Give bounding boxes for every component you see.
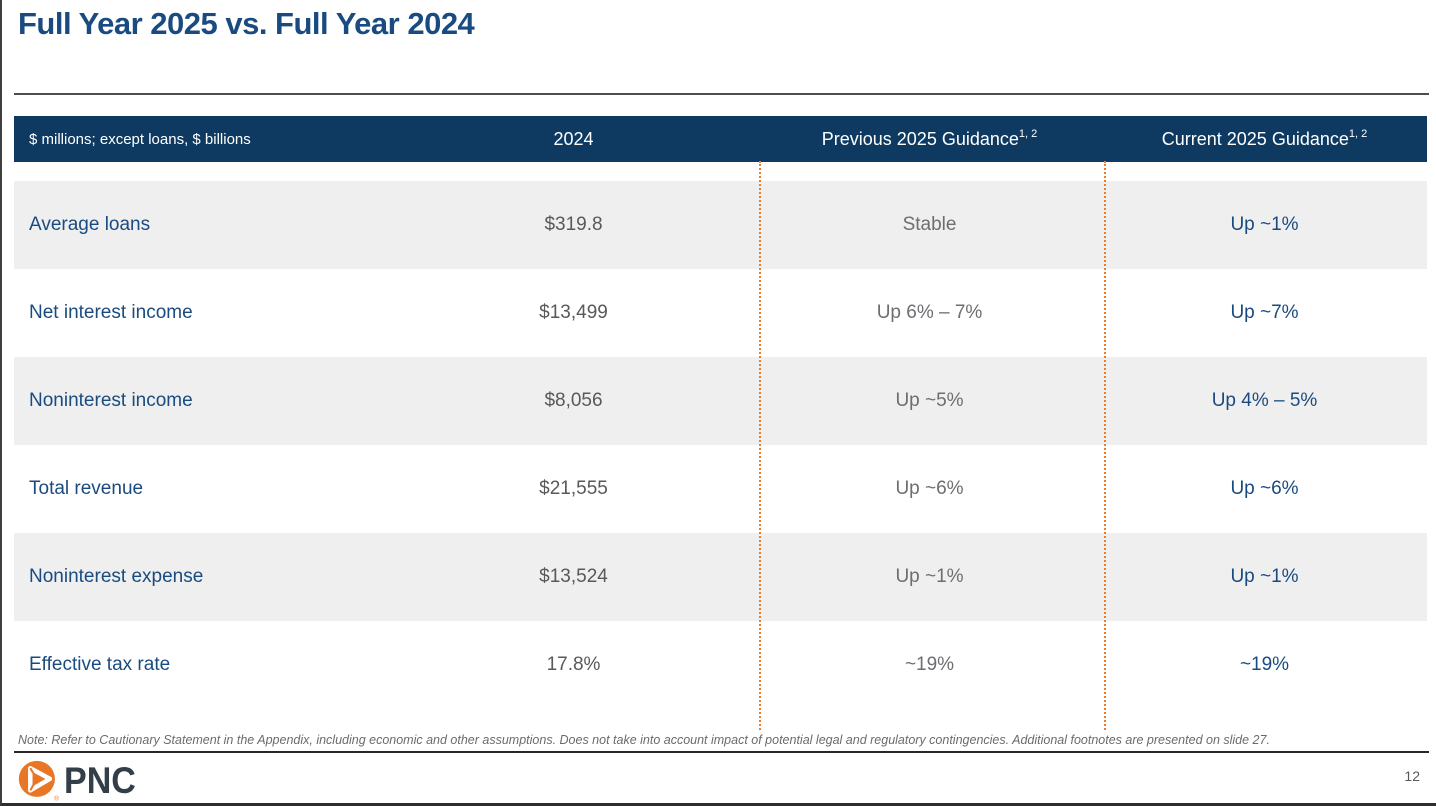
cell-2024: 17.8% <box>546 654 601 675</box>
cell-previous-guidance: Up ~5% <box>895 390 964 411</box>
table-row: Effective tax rate 17.8% ~19% ~19% <box>14 621 1427 709</box>
current-guidance-column-separator <box>1104 161 1106 730</box>
footnote: Note: Refer to Cautionary Statement in t… <box>18 733 1270 747</box>
column-header-current-guidance: Current 2025 Guidance1, 2 <box>1102 127 1427 150</box>
pnc-wordmark: PNC <box>64 760 136 801</box>
row-label: Average loans <box>29 214 151 235</box>
cell-current-guidance: Up 4% – 5% <box>1211 390 1318 411</box>
footnote-superscript: 1, 2 <box>1348 127 1368 140</box>
cell-2024: $21,555 <box>539 478 608 499</box>
cell-previous-guidance: Up ~1% <box>895 566 964 587</box>
cell-previous-guidance: ~19% <box>904 654 955 675</box>
cell-current-guidance: Up ~1% <box>1230 566 1299 587</box>
registered-mark: ® <box>54 795 59 801</box>
pnc-logo: ® PNC <box>18 760 142 801</box>
row-label: Net interest income <box>29 302 193 323</box>
row-label: Total revenue <box>29 478 144 499</box>
column-header-previous-guidance: Previous 2025 Guidance1, 2 <box>757 127 1102 150</box>
page-title: Full Year 2025 vs. Full Year 2024 <box>18 6 475 41</box>
cell-current-guidance: ~19% <box>1239 654 1290 675</box>
cell-2024: $13,499 <box>539 302 608 323</box>
table-row: Average loans $319.8 Stable Up ~1% <box>14 181 1427 269</box>
cell-previous-guidance: Up 6% – 7% <box>876 302 983 323</box>
footnote-superscript: 1, 2 <box>1018 127 1038 140</box>
title-divider <box>14 93 1429 95</box>
previous-guidance-column-separator <box>759 161 761 730</box>
cell-previous-guidance: Up ~6% <box>895 478 964 499</box>
table-row: Net interest income $13,499 Up 6% – 7% U… <box>14 269 1427 357</box>
pnc-logo-icon: ® <box>18 760 59 801</box>
table-header-row: $ millions; except loans, $ billions 202… <box>14 116 1427 162</box>
cell-current-guidance: Up ~6% <box>1230 478 1299 499</box>
cell-current-guidance: Up ~1% <box>1230 214 1299 235</box>
column-header-previous-label: Previous 2025 Guidance <box>821 128 1019 149</box>
cell-current-guidance: Up ~7% <box>1230 302 1299 323</box>
table-row: Noninterest expense $13,524 Up ~1% Up ~1… <box>14 533 1427 621</box>
guidance-table: $ millions; except loans, $ billions 202… <box>14 116 1427 162</box>
cell-previous-guidance: Stable <box>902 214 957 235</box>
table-row: Total revenue $21,555 Up ~6% Up ~6% <box>14 445 1427 533</box>
footnote-divider <box>14 751 1429 753</box>
cell-2024: $8,056 <box>544 390 603 411</box>
row-label: Noninterest expense <box>29 566 204 587</box>
page-number: 12 <box>1404 768 1420 784</box>
table-body: Average loans $319.8 Stable Up ~1% Net i… <box>14 181 1427 709</box>
column-header-2024-label: 2024 <box>553 128 594 149</box>
table-unit-label: $ millions; except loans, $ billions <box>29 130 251 148</box>
column-header-2024: 2024 <box>390 129 757 150</box>
table-row: Noninterest income $8,056 Up ~5% Up 4% –… <box>14 357 1427 445</box>
row-label: Effective tax rate <box>29 654 171 675</box>
column-header-current-label: Current 2025 Guidance <box>1161 128 1349 149</box>
cell-2024: $319.8 <box>544 214 603 235</box>
row-label: Noninterest income <box>29 390 193 411</box>
cell-2024: $13,524 <box>539 566 608 587</box>
